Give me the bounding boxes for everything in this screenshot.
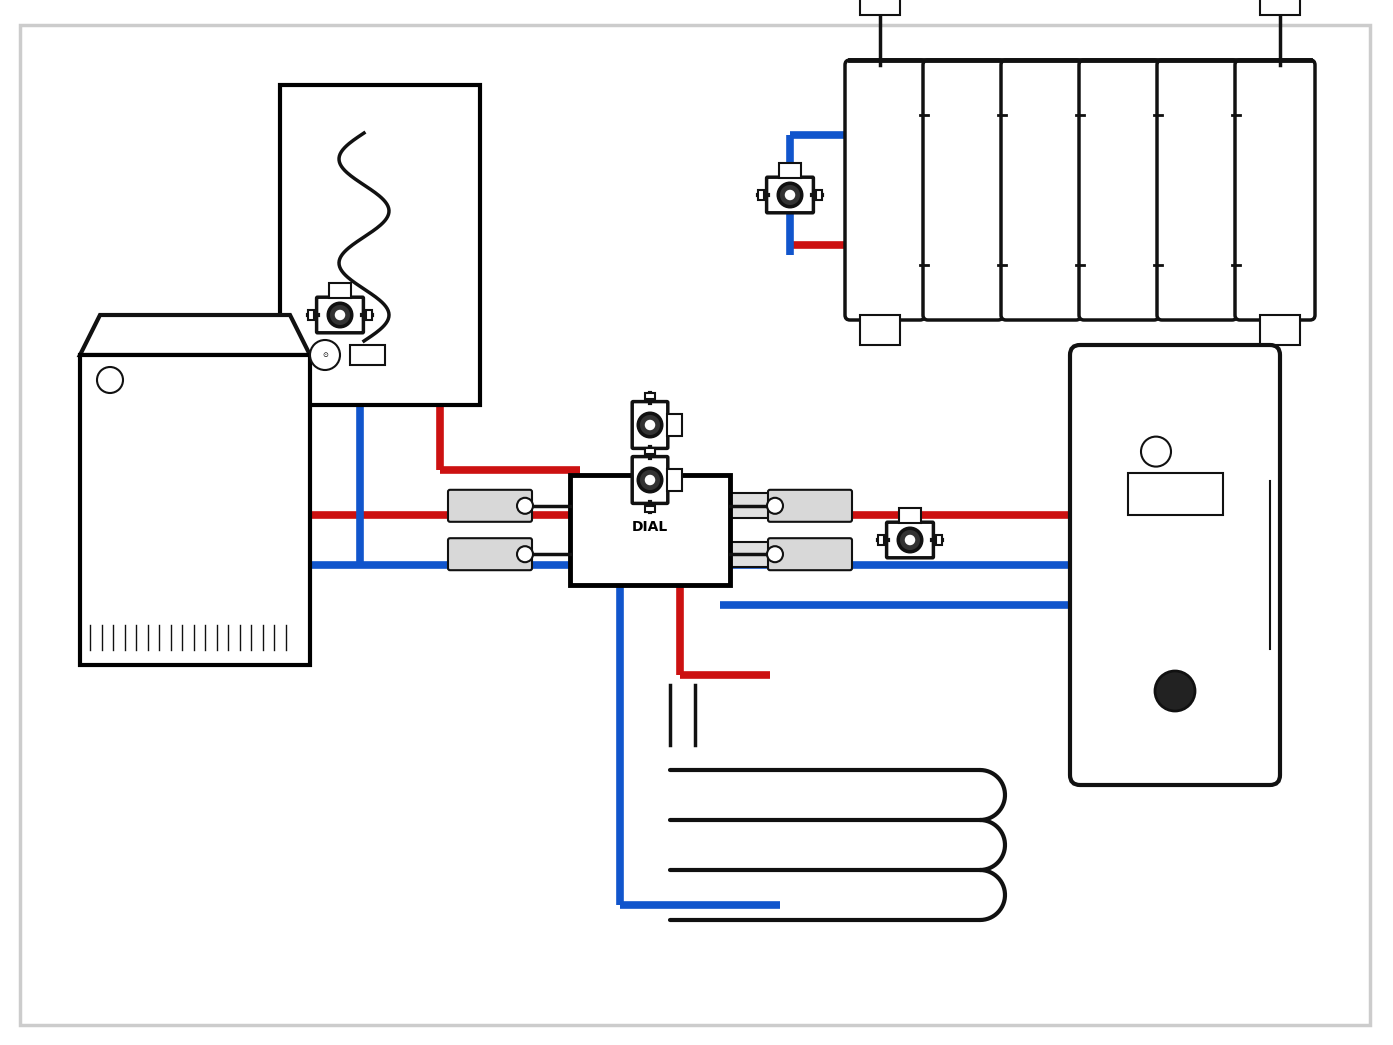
Circle shape — [779, 183, 802, 207]
Text: DIAL: DIAL — [632, 520, 669, 534]
Circle shape — [768, 497, 783, 514]
Bar — [1261, 315, 1300, 345]
Bar — [859, 0, 900, 15]
FancyBboxPatch shape — [280, 85, 481, 405]
Circle shape — [98, 367, 123, 393]
Circle shape — [786, 191, 794, 200]
FancyBboxPatch shape — [449, 538, 532, 571]
FancyBboxPatch shape — [79, 355, 311, 665]
Bar — [730, 493, 780, 518]
Circle shape — [1141, 437, 1172, 467]
Text: ⊙: ⊙ — [322, 352, 327, 358]
Bar — [329, 283, 351, 298]
FancyBboxPatch shape — [924, 60, 1003, 320]
Bar — [667, 414, 683, 436]
Bar — [730, 541, 780, 566]
Bar — [758, 190, 763, 200]
Bar — [481, 493, 529, 518]
Circle shape — [905, 536, 914, 544]
FancyBboxPatch shape — [886, 522, 933, 558]
FancyBboxPatch shape — [632, 457, 667, 504]
Bar — [645, 507, 655, 512]
Circle shape — [311, 340, 340, 370]
Circle shape — [646, 475, 655, 484]
Circle shape — [646, 421, 655, 429]
Circle shape — [1155, 671, 1195, 711]
Circle shape — [638, 468, 662, 492]
Circle shape — [638, 413, 662, 437]
FancyBboxPatch shape — [632, 401, 667, 448]
FancyBboxPatch shape — [1080, 60, 1159, 320]
Bar — [898, 508, 921, 524]
Bar — [816, 190, 822, 200]
Polygon shape — [79, 315, 311, 355]
FancyBboxPatch shape — [1158, 60, 1237, 320]
Bar — [878, 535, 883, 544]
FancyBboxPatch shape — [766, 178, 814, 213]
FancyBboxPatch shape — [449, 490, 532, 521]
Bar — [350, 345, 384, 365]
FancyBboxPatch shape — [768, 538, 853, 571]
Circle shape — [898, 528, 922, 552]
Circle shape — [517, 497, 534, 514]
Bar — [366, 310, 372, 320]
FancyBboxPatch shape — [846, 60, 925, 320]
FancyBboxPatch shape — [1070, 345, 1280, 785]
Circle shape — [517, 547, 534, 562]
Circle shape — [336, 310, 344, 319]
Circle shape — [329, 303, 352, 327]
Bar — [1261, 0, 1300, 15]
Bar — [667, 469, 683, 491]
Bar — [481, 541, 529, 566]
Bar — [936, 535, 942, 544]
FancyBboxPatch shape — [316, 297, 364, 332]
Bar — [859, 315, 900, 345]
Bar — [1127, 472, 1223, 514]
Bar — [308, 310, 313, 320]
Bar — [645, 448, 655, 454]
FancyBboxPatch shape — [570, 475, 730, 585]
FancyBboxPatch shape — [768, 490, 853, 521]
Bar — [779, 163, 801, 179]
FancyBboxPatch shape — [1236, 60, 1315, 320]
Circle shape — [768, 547, 783, 562]
Bar — [645, 451, 655, 458]
Bar — [645, 393, 655, 399]
FancyBboxPatch shape — [1002, 60, 1081, 320]
